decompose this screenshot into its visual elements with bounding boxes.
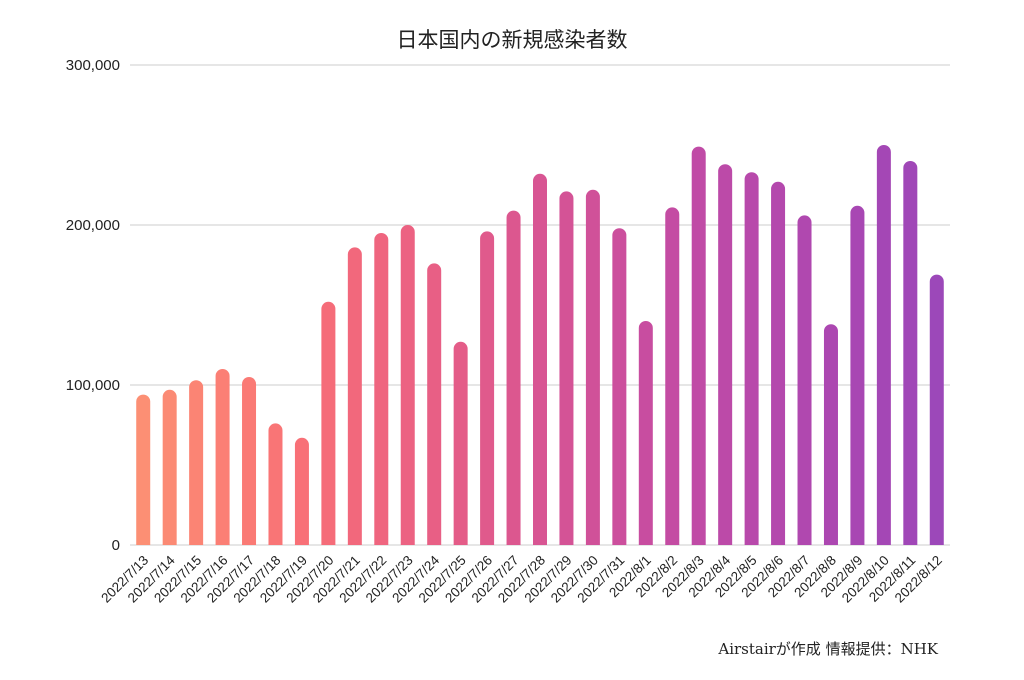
bar (136, 394, 151, 545)
bar (506, 210, 521, 545)
bar (929, 274, 944, 545)
bar (903, 161, 918, 546)
bar (242, 377, 257, 545)
y-tick-label: 300,000 (66, 57, 120, 74)
bar (691, 146, 706, 545)
bar (797, 215, 812, 545)
bar (850, 205, 865, 545)
bar (638, 321, 653, 545)
source-note: Airstairが作成 情報提供：NHK (718, 640, 938, 658)
y-tick-label: 0 (112, 537, 120, 554)
x-axis-tick-labels: 2022/7/132022/7/142022/7/152022/7/162022… (98, 552, 945, 605)
bar (453, 341, 468, 545)
bar (374, 233, 389, 546)
bar (533, 173, 547, 545)
bar (585, 189, 600, 545)
bar (162, 389, 177, 545)
bar (771, 181, 786, 546)
y-tick-label: 200,000 (66, 217, 120, 234)
bar (215, 369, 230, 545)
bar (268, 423, 283, 545)
bar (400, 225, 415, 545)
bar (612, 228, 627, 545)
y-tick-label: 100,000 (66, 377, 120, 394)
bar (744, 172, 759, 545)
y-axis-tick-labels: 0 100,000 200,000 300,000 (66, 57, 120, 554)
bar (189, 380, 204, 545)
bar (718, 164, 733, 545)
bar (559, 191, 574, 545)
bar (876, 145, 891, 545)
bar (665, 207, 680, 545)
bars (136, 145, 944, 546)
bar (427, 263, 442, 545)
bar (321, 301, 336, 545)
bar (347, 247, 362, 545)
bar (480, 231, 495, 545)
chart-title: 日本国内の新規感染者数 (396, 28, 628, 52)
bar (294, 437, 309, 545)
bar (823, 324, 838, 545)
